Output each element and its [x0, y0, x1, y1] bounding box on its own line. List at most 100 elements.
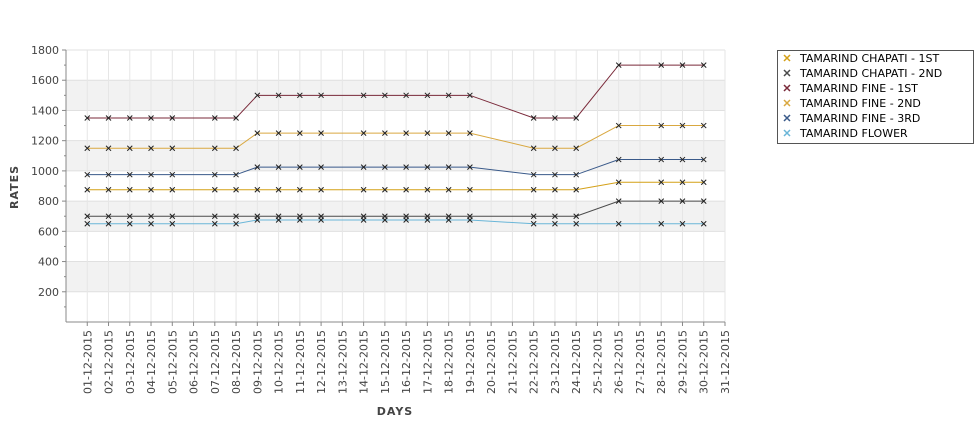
- data-point-marker: [530, 145, 537, 152]
- legend-marker-icon: [783, 84, 791, 92]
- y-tick-label: 1200: [31, 135, 59, 148]
- legend-item: TAMARIND CHAPATI - 1ST: [783, 52, 939, 65]
- data-point-marker: [84, 115, 91, 121]
- series-5: [84, 156, 707, 178]
- data-point-marker: [445, 217, 452, 223]
- x-tick-label: 06-12-2015: [188, 330, 201, 394]
- data-point-marker: [211, 171, 218, 178]
- data-point-marker: [552, 145, 558, 152]
- data-point-marker: [233, 171, 239, 178]
- data-point-marker: [105, 220, 112, 227]
- data-point-marker: [169, 220, 176, 227]
- series-line: [87, 181, 704, 191]
- data-point-marker: [296, 186, 303, 193]
- data-point-marker: [360, 130, 367, 136]
- legend-box: [777, 50, 974, 144]
- y-tick-label: 1800: [31, 44, 59, 57]
- y-tick-label: 800: [38, 195, 59, 208]
- data-point-marker: [296, 130, 303, 136]
- y-tick-label: 400: [38, 256, 59, 269]
- series-3: [84, 62, 707, 121]
- data-point-marker: [126, 115, 133, 121]
- data-point-marker: [403, 164, 409, 170]
- data-point-marker: [424, 217, 431, 223]
- data-point-marker: [148, 171, 154, 178]
- legend-item: TAMARIND FINE - 3RD: [783, 112, 920, 125]
- data-point-marker: [84, 186, 91, 193]
- y-axis-title: RATES: [8, 165, 21, 209]
- data-point-marker: [573, 145, 580, 152]
- data-point-marker: [382, 92, 388, 99]
- data-point-marker: [318, 164, 324, 170]
- data-point-marker: [700, 156, 707, 163]
- data-point-marker: [552, 171, 558, 178]
- data-point-marker: [148, 115, 154, 121]
- data-point-marker: [573, 171, 580, 178]
- x-tick-label: 20-12-2015: [485, 330, 498, 394]
- x-tick-label: 29-12-2015: [676, 330, 689, 394]
- legend-item: TAMARIND CHAPATI - 2ND: [783, 67, 942, 80]
- data-point-marker: [318, 130, 324, 136]
- legend-label: TAMARIND FINE - 3RD: [799, 112, 920, 125]
- data-point-marker: [615, 122, 622, 129]
- x-tick-label: 16-12-2015: [400, 330, 413, 394]
- data-point-marker: [254, 92, 261, 99]
- x-tick-label: 26-12-2015: [613, 330, 626, 394]
- data-point-marker: [552, 220, 558, 227]
- plot-band: [66, 261, 725, 292]
- legend-label: TAMARIND CHAPATI - 1ST: [799, 52, 939, 65]
- plot-band: [66, 140, 725, 171]
- data-point-marker: [615, 156, 622, 163]
- series-line: [87, 219, 704, 225]
- x-tick-label: 22-12-2015: [528, 330, 541, 394]
- series-6: [84, 217, 707, 227]
- x-tick-label: 18-12-2015: [443, 330, 456, 394]
- series-line: [87, 64, 704, 119]
- x-tick-label: 28-12-2015: [655, 330, 668, 394]
- x-tick-label: 05-12-2015: [166, 330, 179, 394]
- data-point-marker: [296, 217, 303, 223]
- y-tick-label: 200: [38, 286, 59, 299]
- x-tick-label: 31-12-2015: [719, 330, 732, 394]
- data-point-marker: [573, 115, 580, 121]
- data-point-marker: [211, 186, 218, 193]
- data-point-marker: [467, 217, 473, 223]
- data-point-marker: [679, 179, 686, 186]
- legend-item: TAMARIND FLOWER: [783, 127, 908, 140]
- data-point-marker: [403, 130, 409, 136]
- data-point-marker: [105, 186, 112, 193]
- legend-label: TAMARIND FINE - 2ND: [799, 97, 921, 110]
- legend-label: TAMARIND FLOWER: [799, 127, 908, 140]
- data-point-marker: [211, 145, 218, 152]
- series-line: [87, 125, 704, 149]
- x-tick-label: 11-12-2015: [294, 330, 307, 394]
- data-point-marker: [126, 213, 133, 220]
- data-point-marker: [552, 213, 558, 220]
- data-point-marker: [296, 164, 303, 170]
- data-point-marker: [105, 171, 112, 178]
- x-tick-label: 03-12-2015: [124, 330, 137, 394]
- data-point-marker: [318, 92, 324, 99]
- data-point-marker: [530, 186, 537, 193]
- data-point-marker: [233, 145, 239, 152]
- data-point-marker: [126, 145, 133, 152]
- data-point-marker: [126, 186, 133, 193]
- data-point-marker: [679, 220, 686, 227]
- x-tick-label: 02-12-2015: [103, 330, 116, 394]
- data-point-marker: [700, 122, 707, 129]
- x-tick-label: 17-12-2015: [421, 330, 434, 394]
- x-tick-label: 14-12-2015: [358, 330, 371, 394]
- data-point-marker: [360, 217, 367, 223]
- data-point-marker: [84, 145, 91, 152]
- x-tick-label: 09-12-2015: [251, 330, 264, 394]
- data-point-marker: [382, 130, 388, 136]
- data-point-marker: [700, 179, 707, 186]
- data-point-marker: [382, 186, 388, 193]
- x-tick-label: 15-12-2015: [379, 330, 392, 394]
- data-point-marker: [530, 213, 537, 220]
- x-tick-label: 12-12-2015: [315, 330, 328, 394]
- data-point-marker: [275, 130, 282, 136]
- data-point-marker: [403, 186, 409, 193]
- x-axis-title: DAYS: [377, 405, 413, 418]
